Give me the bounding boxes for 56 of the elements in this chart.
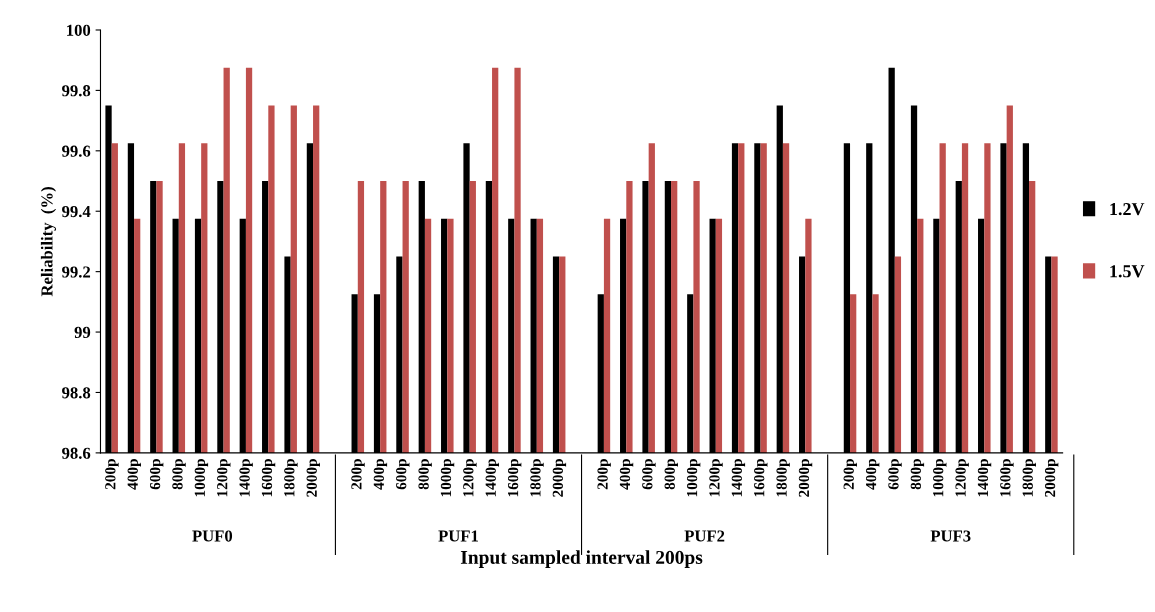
x-tick-label: 1000p	[440, 459, 455, 497]
y-axis-title: Reliability (%)	[40, 187, 57, 297]
x-tick-label: 800p	[664, 459, 678, 490]
y-tick-label: 99.2	[62, 266, 91, 278]
x-tick-label: 600p	[642, 459, 656, 490]
legend-label: 1.5V	[1110, 265, 1145, 278]
x-tick-label: 1800p	[1022, 459, 1036, 497]
x-tick-label: 200p	[843, 459, 857, 490]
x-tick-label: 200p	[597, 459, 611, 490]
x-tick-label: 1800p	[284, 459, 298, 497]
x-tick-label: 2000p	[798, 459, 813, 497]
x-axis-title: Input sampled interval 200ps	[460, 550, 703, 568]
x-tick-label: 400p	[373, 459, 388, 490]
x-tick-label: 1600p	[1000, 459, 1014, 497]
y-tick-label: 99	[74, 326, 91, 338]
x-tick-label: 400p	[619, 459, 634, 490]
x-tick-label: 800p	[418, 459, 432, 490]
x-tick-label: 1200p	[217, 459, 231, 497]
x-tick-label: 1600p	[507, 459, 522, 497]
y-tick-label: 98.8	[62, 387, 91, 399]
text: PUF3	[930, 530, 971, 542]
x-tick-label: 1600p	[754, 459, 768, 497]
y-tick-label: 100	[67, 24, 91, 36]
y-tick-label: 99.6	[62, 145, 91, 157]
text: PUF2	[684, 530, 725, 542]
x-tick-label: 400p	[865, 459, 880, 490]
x-tick-label: 1000p	[194, 459, 209, 497]
x-tick-label: 1000p	[933, 459, 947, 497]
x-tick-label: 400p	[127, 459, 141, 490]
y-tick-label: 98.6	[62, 447, 91, 459]
x-tick-label: 600p	[149, 459, 164, 490]
x-tick-label: 200p	[351, 459, 365, 490]
x-tick-label: 1400p	[485, 459, 499, 497]
x-tick-label: 600p	[396, 459, 410, 490]
x-tick-label: 1800p	[776, 459, 790, 497]
y-tick-label: 99.8	[62, 85, 91, 97]
x-tick-label: 600p	[888, 459, 902, 490]
x-tick-label: 1000p	[686, 459, 701, 497]
x-tick-label: 1200p	[709, 459, 723, 497]
x-tick-label: 1400p	[731, 459, 746, 497]
x-tick-label: 2000p	[306, 459, 320, 497]
x-tick-label: 2000p	[1044, 459, 1059, 497]
x-tick-label: 1800p	[530, 459, 544, 497]
x-tick-label: 800p	[172, 459, 186, 490]
y-tick-label: 99.4	[62, 205, 91, 218]
x-tick-label: 1200p	[955, 459, 969, 497]
x-tick-label: 200p	[105, 459, 119, 490]
text: PUF0	[192, 530, 233, 542]
x-tick-label: 2000p	[552, 459, 567, 497]
text: PUF1	[438, 530, 478, 542]
x-tick-label: 800p	[910, 459, 925, 490]
legend-label: 1.2V	[1110, 203, 1145, 216]
x-tick-label: 1600p	[261, 459, 276, 497]
x-tick-label: 1200p	[463, 459, 477, 497]
x-tick-label: 1400p	[977, 459, 992, 497]
x-tick-label: 1400p	[239, 459, 253, 497]
